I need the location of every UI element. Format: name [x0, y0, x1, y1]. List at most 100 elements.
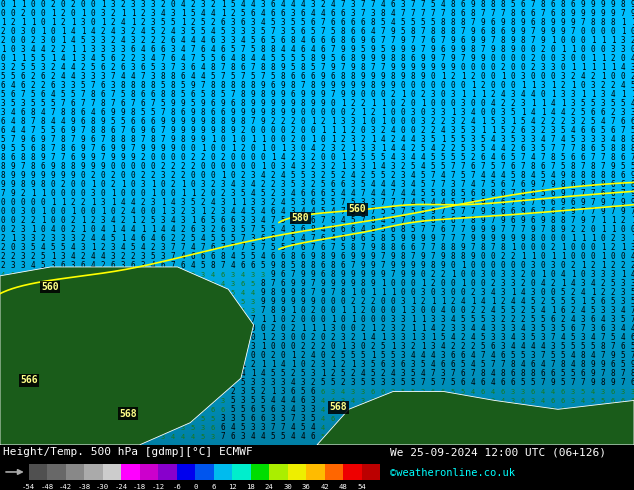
Text: 5: 5 — [521, 351, 526, 360]
Text: 6: 6 — [321, 270, 325, 279]
Text: 3: 3 — [51, 353, 55, 359]
Text: 7: 7 — [451, 369, 455, 378]
Text: 6: 6 — [281, 36, 285, 45]
Text: 9: 9 — [321, 72, 325, 81]
Text: 2: 2 — [141, 198, 145, 207]
Text: 4: 4 — [421, 369, 425, 378]
Text: 5: 5 — [290, 171, 295, 180]
Text: 9: 9 — [430, 63, 436, 72]
Text: 0: 0 — [491, 81, 495, 90]
Text: 0: 0 — [141, 189, 145, 198]
Text: 6: 6 — [290, 72, 295, 81]
Text: 3: 3 — [560, 72, 566, 81]
Text: 7: 7 — [441, 378, 445, 387]
Text: 3: 3 — [250, 342, 256, 351]
Text: 2: 2 — [371, 342, 375, 351]
Text: 7: 7 — [421, 225, 425, 234]
Text: 5: 5 — [191, 198, 195, 207]
Text: 7: 7 — [191, 45, 195, 53]
Text: 4: 4 — [181, 53, 185, 63]
Text: 5: 5 — [511, 171, 515, 180]
Text: 6: 6 — [221, 108, 225, 117]
Text: 9: 9 — [441, 63, 445, 72]
Text: 3: 3 — [611, 270, 616, 279]
Text: 2: 2 — [271, 324, 275, 333]
Text: 1: 1 — [70, 18, 75, 26]
Text: 0: 0 — [250, 144, 256, 153]
Text: 3: 3 — [181, 371, 185, 377]
Text: 7: 7 — [81, 126, 86, 135]
Text: 3: 3 — [541, 333, 545, 342]
Text: 4: 4 — [471, 425, 475, 431]
Text: 5: 5 — [551, 416, 555, 422]
Text: 8: 8 — [91, 126, 95, 135]
Text: 2: 2 — [351, 126, 355, 135]
Text: 0: 0 — [11, 8, 15, 18]
Text: 3: 3 — [191, 207, 195, 216]
Text: 2: 2 — [511, 252, 515, 261]
Text: 7: 7 — [430, 225, 436, 234]
Text: 4: 4 — [111, 290, 115, 295]
Text: 8: 8 — [160, 72, 165, 81]
Text: 5: 5 — [91, 371, 95, 377]
Text: 3: 3 — [21, 45, 25, 53]
Text: 3: 3 — [101, 371, 105, 377]
Text: 0: 0 — [581, 26, 585, 36]
Text: 5: 5 — [201, 434, 205, 440]
Text: 9: 9 — [411, 270, 415, 279]
Text: 3: 3 — [600, 90, 605, 98]
Text: 0: 0 — [290, 342, 295, 351]
Text: 8: 8 — [210, 90, 216, 98]
Text: 3: 3 — [340, 117, 346, 126]
Text: 6: 6 — [211, 326, 215, 332]
Text: 7: 7 — [551, 333, 555, 342]
Text: 0: 0 — [411, 98, 415, 108]
Text: 0: 0 — [461, 306, 465, 315]
Text: 4: 4 — [340, 216, 346, 225]
Text: 7: 7 — [241, 234, 245, 243]
Text: 5: 5 — [421, 18, 425, 26]
Text: 6: 6 — [151, 398, 155, 404]
Text: 6: 6 — [611, 398, 615, 404]
Text: 5: 5 — [451, 378, 455, 387]
Text: 9: 9 — [501, 216, 505, 225]
Text: 3: 3 — [551, 261, 555, 270]
Text: 0: 0 — [411, 90, 415, 98]
Text: 5: 5 — [340, 351, 346, 360]
Text: 3: 3 — [261, 0, 265, 8]
Text: 9: 9 — [451, 63, 455, 72]
Text: 0: 0 — [551, 53, 555, 63]
Text: 0: 0 — [241, 162, 245, 171]
Text: 0: 0 — [481, 98, 485, 108]
Text: 7: 7 — [430, 180, 436, 189]
Text: 6: 6 — [321, 389, 325, 395]
Text: 9: 9 — [101, 117, 105, 126]
Text: 5: 5 — [511, 0, 515, 8]
Text: 6: 6 — [531, 434, 535, 440]
Text: 5: 5 — [201, 407, 205, 413]
Text: 4: 4 — [290, 432, 295, 441]
Text: 6: 6 — [61, 407, 65, 413]
Text: 7: 7 — [380, 63, 385, 72]
Text: 6: 6 — [11, 398, 15, 404]
Text: 6: 6 — [21, 72, 25, 81]
Text: 4: 4 — [211, 343, 215, 350]
Text: 3: 3 — [361, 360, 365, 369]
Text: 3: 3 — [451, 324, 455, 333]
Text: 3: 3 — [631, 279, 634, 288]
Text: 4: 4 — [521, 90, 526, 98]
Text: 3: 3 — [501, 108, 505, 117]
Text: 2: 2 — [231, 8, 235, 18]
Text: 1: 1 — [441, 135, 445, 144]
Text: 2: 2 — [511, 144, 515, 153]
Text: 4: 4 — [541, 398, 545, 404]
Text: 7: 7 — [221, 261, 225, 270]
Text: 1: 1 — [600, 243, 605, 252]
Text: 9: 9 — [231, 117, 235, 126]
Text: 6: 6 — [281, 252, 285, 261]
Text: 0: 0 — [221, 162, 225, 171]
Text: 5: 5 — [51, 416, 55, 422]
Text: 6: 6 — [331, 72, 335, 81]
Text: 3: 3 — [361, 144, 365, 153]
Text: 6: 6 — [250, 405, 256, 415]
